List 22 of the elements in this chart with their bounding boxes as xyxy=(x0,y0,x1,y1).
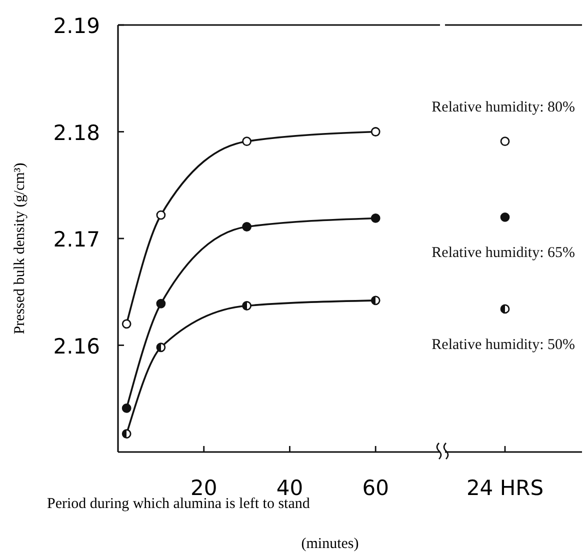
point xyxy=(370,296,380,306)
y-axis-title: Pressed bulk density (g/cm³) xyxy=(12,162,28,334)
point xyxy=(156,298,166,308)
point xyxy=(242,301,252,310)
x-tick-label: 24 HRS xyxy=(466,476,544,500)
point xyxy=(156,342,166,352)
point xyxy=(156,210,166,220)
y-tick-label: 2.18 xyxy=(53,120,100,145)
text: Relative humidity: 80% xyxy=(432,99,575,116)
point xyxy=(370,214,380,223)
x-tick-label: 60 xyxy=(362,476,389,500)
point xyxy=(242,136,252,146)
point xyxy=(122,404,132,413)
point xyxy=(370,127,380,136)
point xyxy=(122,319,132,329)
y-tick-label: 2.19 xyxy=(53,14,100,38)
point xyxy=(242,222,252,232)
point xyxy=(122,429,132,439)
text: Relative humidity: 65% xyxy=(432,245,575,262)
y-tick-label: 2.16 xyxy=(53,334,100,358)
text: Relative humidity: 50% xyxy=(432,336,575,353)
y-tick-label: 2.17 xyxy=(53,228,100,252)
